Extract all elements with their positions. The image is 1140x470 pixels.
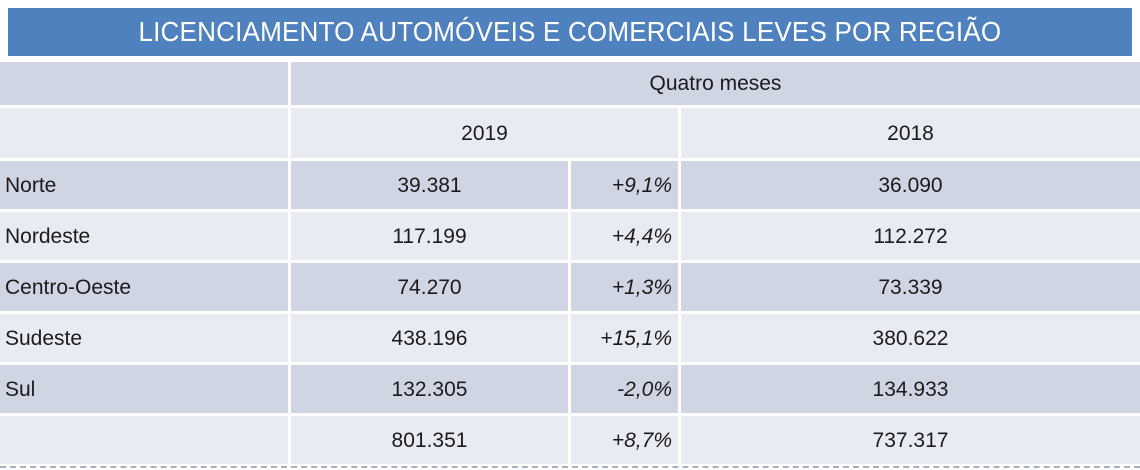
year-2018-header: 2018 (681, 108, 1140, 158)
change-percent-cell: -2,0% (571, 365, 678, 413)
value-2018-cell: 36.090 (681, 161, 1140, 209)
region-name-cell: Centro-Oeste (0, 263, 288, 311)
value-2019-cell: 117.199 (291, 212, 568, 260)
spacer-cell (0, 62, 288, 105)
value-2019-cell: 74.270 (291, 263, 568, 311)
period-group-header: Quatro meses (291, 62, 1140, 105)
value-2018-cell: 380.622 (681, 314, 1140, 362)
change-percent-cell: +15,1% (571, 314, 678, 362)
value-2018-cell: 134.933 (681, 365, 1140, 413)
value-2019-cell: 132.305 (291, 365, 568, 413)
value-2019-cell: 438.196 (291, 314, 568, 362)
title-bar: LICENCIAMENTO AUTOMÓVEIS E COMERCIAIS LE… (8, 8, 1132, 56)
spacer-cell (0, 108, 288, 158)
table-bottom-divider (0, 466, 1140, 468)
region-licensing-table: Quatro meses 2019 2018 Norte 39.381 +9,1… (0, 62, 1140, 464)
region-name-cell: Norte (0, 161, 288, 209)
value-2018-cell: 112.272 (681, 212, 1140, 260)
total-spacer-cell (0, 416, 288, 464)
region-name-cell: Sudeste (0, 314, 288, 362)
total-2018-cell: 737.317 (681, 416, 1140, 464)
region-name-cell: Nordeste (0, 212, 288, 260)
region-name-cell: Sul (0, 365, 288, 413)
year-2019-header: 2019 (291, 108, 678, 158)
total-change-percent-cell: +8,7% (571, 416, 678, 464)
change-percent-cell: +4,4% (571, 212, 678, 260)
value-2018-cell: 73.339 (681, 263, 1140, 311)
value-2019-cell: 39.381 (291, 161, 568, 209)
total-2019-cell: 801.351 (291, 416, 568, 464)
change-percent-cell: +1,3% (571, 263, 678, 311)
change-percent-cell: +9,1% (571, 161, 678, 209)
page-title: LICENCIAMENTO AUTOMÓVEIS E COMERCIAIS LE… (138, 16, 1002, 47)
